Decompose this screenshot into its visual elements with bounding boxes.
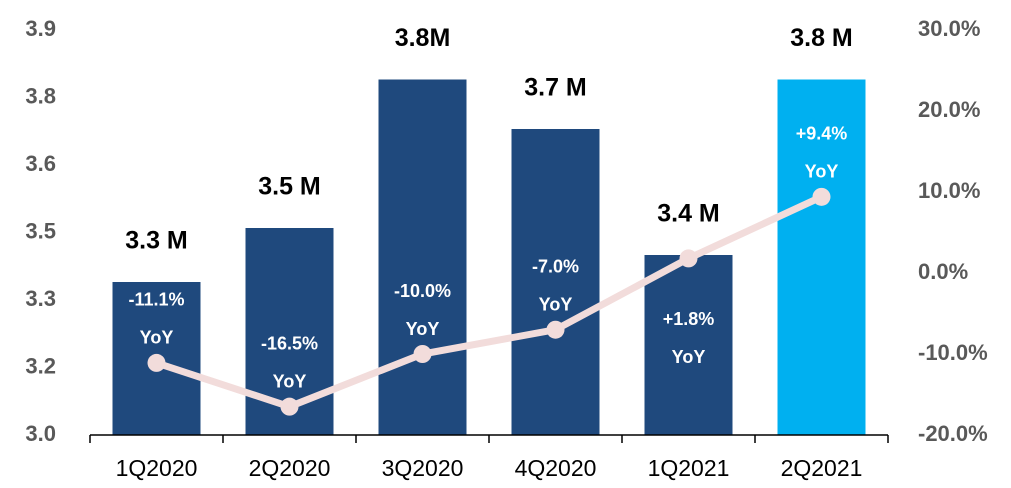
line-series-name: YoY	[273, 371, 307, 391]
y-tick-label: 3.3	[25, 286, 56, 311]
x-tick-label: 3Q2020	[382, 455, 464, 481]
y-tick-label: 3.8	[25, 83, 56, 108]
line-value-label: -11.1%	[128, 290, 184, 310]
bar-value-label: 3.4 M	[657, 200, 720, 228]
y-tick-label: 3.5	[25, 218, 56, 243]
y2-tick-label: -20.0%	[918, 421, 988, 446]
y-tick-label: 3.2	[25, 353, 56, 378]
line-series-name: YoY	[672, 347, 706, 367]
line-value-label: -16.5%	[261, 333, 318, 353]
line-marker	[546, 320, 565, 339]
bar	[644, 255, 733, 435]
x-tick-label: 1Q2020	[116, 455, 198, 481]
line-value-label: +1.8%	[663, 309, 715, 329]
y-tick-label: 3.9	[25, 16, 56, 41]
line-value-label: -7.0%	[532, 256, 579, 276]
x-tick-label: 4Q2020	[515, 455, 597, 481]
y2-tick-label: -10.0%	[918, 340, 988, 365]
x-tick-label: 2Q2020	[249, 455, 331, 481]
line-marker	[147, 353, 166, 372]
line	[155, 193, 823, 411]
y2-tick-label: 20.0%	[918, 97, 980, 122]
line-marker	[413, 345, 432, 363]
x-tick-label: 1Q2021	[648, 455, 730, 481]
y2-tick-label: 10.0%	[918, 178, 980, 203]
line-marker	[679, 249, 698, 268]
bar-value-label: 3.5 M	[258, 173, 321, 201]
bar-value-label: 3.8M	[395, 24, 451, 52]
line-series-name: YoY	[805, 162, 839, 182]
y2-tick-label: 30.0%	[918, 16, 980, 41]
bar-value-label: 3.8 M	[790, 24, 853, 52]
y-tick-label: 3.6	[25, 151, 56, 176]
y-tick-label: 3.0	[25, 421, 56, 446]
line-value-label: -10.0%	[394, 281, 451, 301]
line-marker	[280, 397, 299, 416]
line-series-name: YoY	[140, 328, 174, 348]
bar	[378, 79, 467, 435]
line-marker	[812, 187, 831, 206]
line-series-name: YoY	[539, 294, 573, 314]
bar-value-label: 3.7 M	[524, 74, 587, 102]
line-value-label: +9.4%	[796, 124, 848, 144]
line-series-name: YoY	[406, 319, 440, 339]
y2-tick-label: 0.0%	[918, 259, 968, 284]
bar	[777, 79, 866, 435]
bar-value-label: 3.3 M	[125, 227, 188, 255]
x-tick-label: 2Q2021	[781, 455, 863, 481]
bar	[511, 129, 600, 435]
